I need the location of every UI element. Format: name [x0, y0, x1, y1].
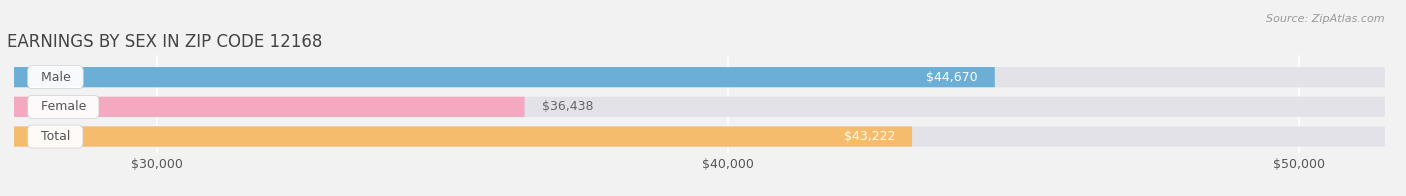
Text: Total: Total	[32, 130, 77, 143]
FancyBboxPatch shape	[14, 97, 524, 117]
FancyBboxPatch shape	[14, 67, 1385, 87]
Text: $43,222: $43,222	[844, 130, 896, 143]
Text: Female: Female	[32, 100, 94, 113]
FancyBboxPatch shape	[14, 126, 912, 147]
FancyBboxPatch shape	[14, 126, 1385, 147]
FancyBboxPatch shape	[14, 97, 1385, 117]
FancyBboxPatch shape	[14, 67, 995, 87]
Text: EARNINGS BY SEX IN ZIP CODE 12168: EARNINGS BY SEX IN ZIP CODE 12168	[7, 33, 322, 51]
Text: Male: Male	[32, 71, 79, 84]
Text: Source: ZipAtlas.com: Source: ZipAtlas.com	[1267, 14, 1385, 24]
Text: $44,670: $44,670	[927, 71, 977, 84]
Text: $36,438: $36,438	[541, 100, 593, 113]
